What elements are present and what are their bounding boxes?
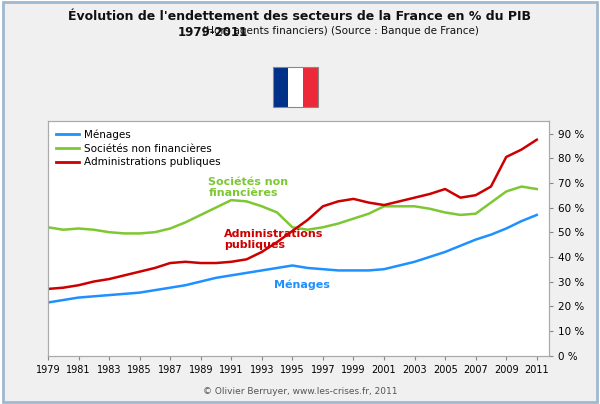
- Text: © Olivier Berruyer, www.les-crises.fr, 2011: © Olivier Berruyer, www.les-crises.fr, 2…: [203, 387, 397, 396]
- Text: Évolution de l'endettement des secteurs de la France en % du PIB: Évolution de l'endettement des secteurs …: [68, 10, 532, 23]
- Text: Ménages: Ménages: [274, 279, 330, 290]
- Text: (Hors agents financiers) (Source : Banque de France): (Hors agents financiers) (Source : Banqu…: [199, 26, 479, 36]
- Text: Administrations
publiques: Administrations publiques: [224, 229, 323, 250]
- Text: 1979-2011: 1979-2011: [178, 26, 248, 39]
- Legend: Ménages, Sociétés non financières, Administrations publiques: Ménages, Sociétés non financières, Admin…: [53, 126, 224, 170]
- Text: Sociétés non
financières: Sociétés non financières: [208, 177, 289, 198]
